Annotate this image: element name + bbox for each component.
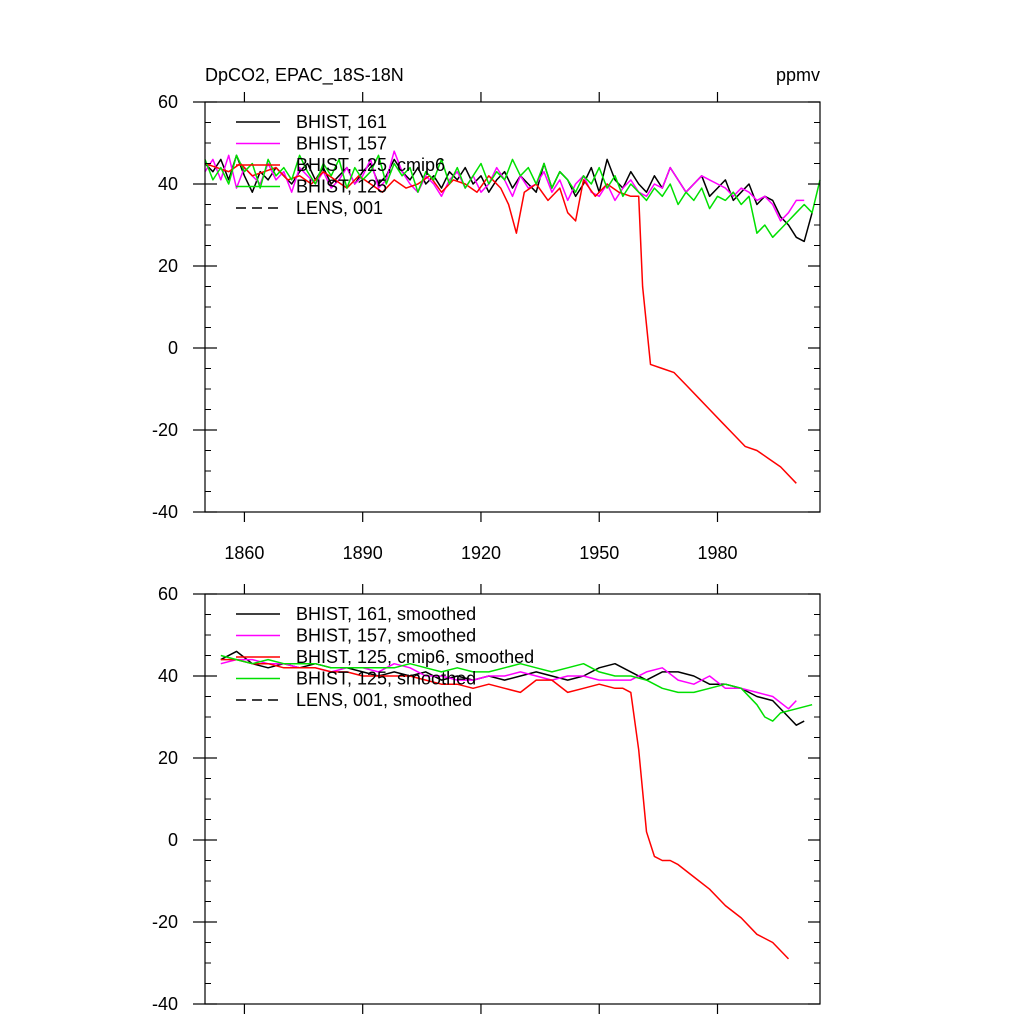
y-tick-label: -40 [152, 994, 178, 1014]
series-line-bhist-125-cmip6 [204, 162, 797, 484]
x-tick-label: 1980 [697, 543, 737, 563]
legend-label: BHIST, 125 [296, 177, 387, 197]
legend-label: BHIST, 157 [296, 134, 387, 154]
series-line-bhist-125 [204, 154, 821, 239]
legend-label: BHIST, 125, cmip6 [296, 155, 445, 175]
y-tick-label: 20 [158, 748, 178, 768]
series-line-bhist-161 [204, 154, 813, 243]
legend-label: BHIST, 125, cmip6, smoothed [296, 647, 534, 667]
y-tick-label: 60 [158, 92, 178, 112]
series-line-bhist-157 [204, 150, 805, 222]
series-line-bhist-125-smoothed [220, 654, 813, 722]
series-line-bhist-125-cmip6-smoothed [220, 658, 790, 960]
y-tick-label: -20 [152, 912, 178, 932]
x-tick-label: 1950 [579, 543, 619, 563]
y-tick-label: 60 [158, 584, 178, 604]
legend-label: LENS, 001 [296, 198, 383, 218]
chart-title: DpCO2, EPAC_18S-18N [205, 65, 404, 86]
chart-units: ppmv [776, 65, 820, 85]
y-tick-label: -40 [152, 502, 178, 522]
y-tick-label: 0 [168, 830, 178, 850]
legend-label: LENS, 001, smoothed [296, 690, 472, 710]
y-tick-label: 0 [168, 338, 178, 358]
legend-label: BHIST, 157, smoothed [296, 626, 476, 646]
x-tick-label: 1920 [461, 543, 501, 563]
legend-label: BHIST, 161 [296, 112, 387, 132]
x-tick-label: 1890 [343, 543, 383, 563]
x-tick-label: 1860 [224, 543, 264, 563]
y-tick-label: -20 [152, 420, 178, 440]
y-tick-label: 40 [158, 666, 178, 686]
legend-label: BHIST, 125, smoothed [296, 669, 476, 689]
top-panel: 60 40 20 0 -20 -40 1860 1890 1920 1950 1980 BHIST, … [152, 92, 821, 563]
y-tick-label: 20 [158, 256, 178, 276]
y-tick-label: 40 [158, 174, 178, 194]
legend-label: BHIST, 161, smoothed [296, 604, 476, 624]
